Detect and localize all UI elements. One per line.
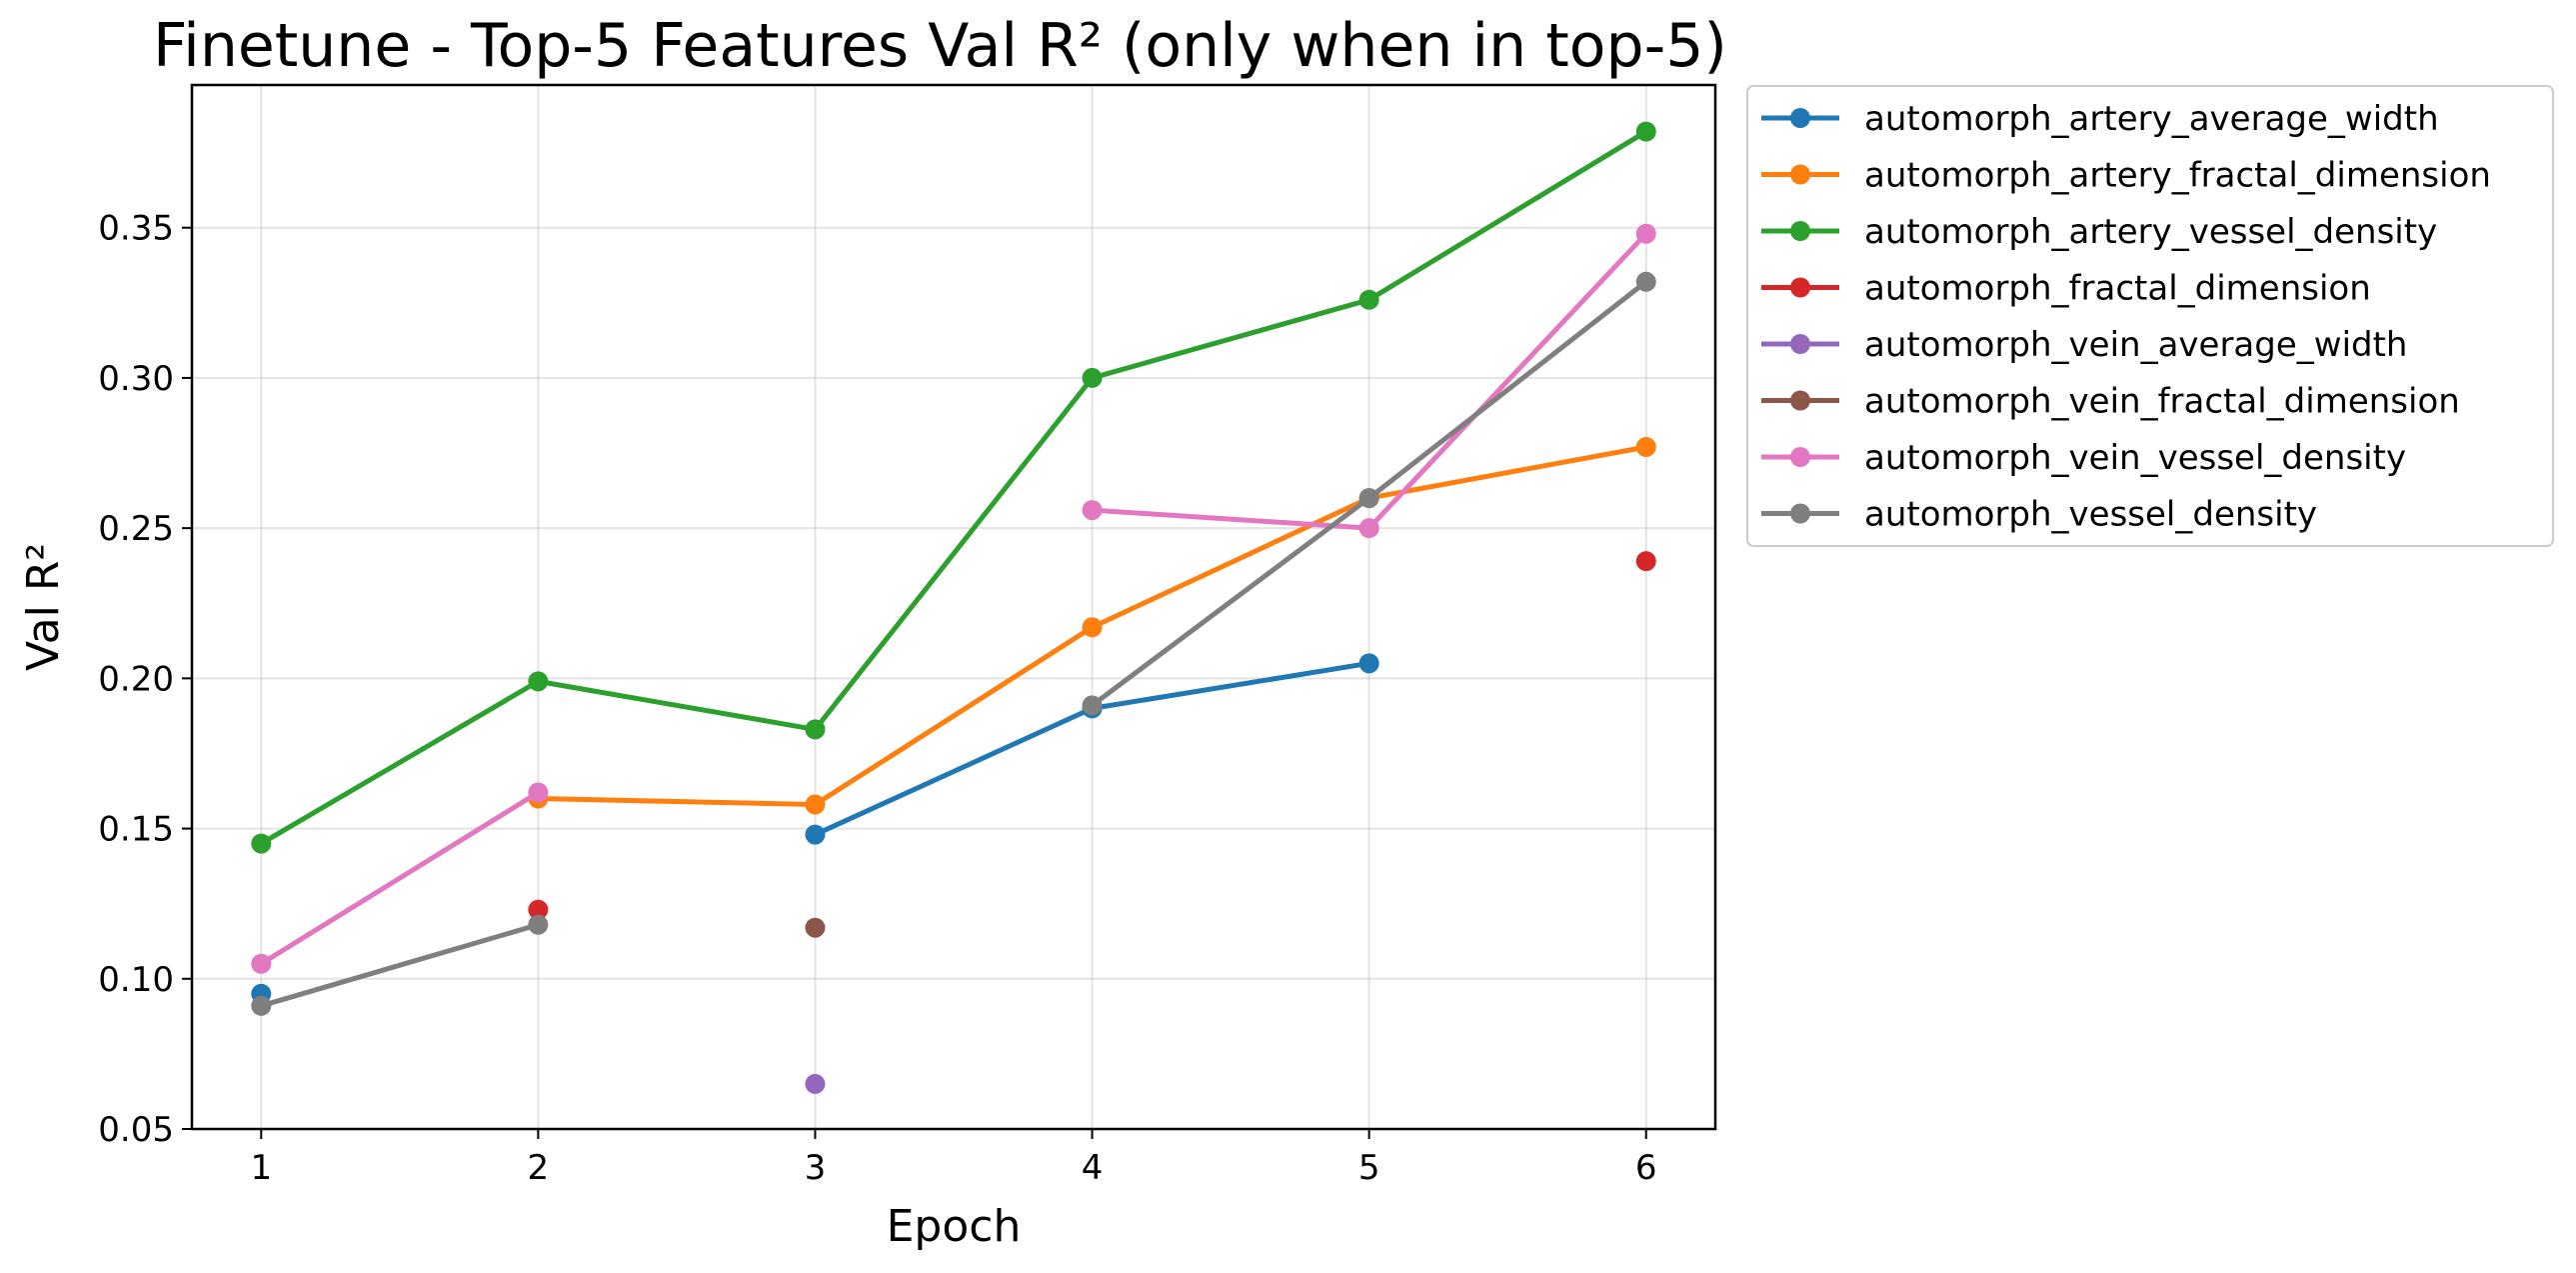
- series-line-segment: [258, 678, 541, 847]
- series-line-segment: [535, 678, 818, 732]
- legend-label: automorph_vessel_density: [1864, 495, 2317, 535]
- legend-entry: automorph_fractal_dimension: [1761, 269, 2371, 309]
- y-axis-title: Val R²: [18, 543, 69, 671]
- data-point: [1635, 271, 1656, 292]
- data-point: [805, 1073, 826, 1094]
- grid: [192, 85, 1715, 1130]
- series-line-segment: [1090, 660, 1372, 711]
- legend-box: [1746, 85, 2554, 547]
- series-line-segment: [1366, 129, 1649, 303]
- y-tick-label: 0.35: [98, 209, 174, 249]
- series-line-segment: [258, 790, 541, 967]
- y-tick-label: 0.10: [98, 960, 174, 1000]
- data-point: [528, 782, 549, 803]
- series-automorph_fractal_dimension: [528, 551, 1656, 920]
- data-point: [1358, 488, 1379, 509]
- legend-entry: automorph_artery_fractal_dimension: [1761, 156, 2491, 196]
- legend-marker: [1790, 334, 1810, 354]
- chart-title: Finetune - Top-5 Features Val R² (only w…: [153, 11, 1727, 81]
- data-point: [1358, 289, 1379, 310]
- y-tick-label: 0.15: [98, 810, 174, 850]
- series-line-segment: [1090, 297, 1372, 381]
- legend-marker: [1790, 277, 1810, 298]
- legend-label: automorph_artery_vessel_density: [1864, 212, 2437, 252]
- series-line-segment: [258, 922, 541, 1009]
- legend-label: automorph_vein_fractal_dimension: [1864, 382, 2460, 422]
- data-point: [805, 824, 826, 845]
- series-automorph_vein_fractal_dimension: [805, 917, 826, 938]
- x-tick-label: 1: [250, 1148, 272, 1188]
- legend-entry: automorph_vein_fractal_dimension: [1761, 382, 2460, 422]
- y-tick-label: 0.30: [98, 359, 174, 399]
- legend-entry: automorph_vessel_density: [1761, 495, 2317, 535]
- data-point: [528, 914, 549, 935]
- legend-marker: [1790, 447, 1810, 467]
- data-point: [1635, 437, 1656, 458]
- series-line-segment: [1090, 507, 1372, 531]
- y-tick-label: 0.05: [98, 1110, 174, 1150]
- legend-label: automorph_artery_fractal_dimension: [1864, 156, 2491, 196]
- data-point: [251, 953, 272, 974]
- data-point: [251, 833, 272, 854]
- x-tick-label: 4: [1082, 1148, 1104, 1188]
- legend-entry: automorph_artery_average_width: [1761, 99, 2439, 139]
- series-line-segment: [812, 624, 1096, 808]
- legend-label: automorph_fractal_dimension: [1864, 269, 2371, 309]
- series-line-segment: [1366, 279, 1649, 501]
- legend-label: automorph_vein_average_width: [1864, 325, 2408, 365]
- data-point: [528, 671, 549, 692]
- legend-marker: [1790, 108, 1810, 128]
- series-automorph_vessel_density: [251, 271, 1656, 1016]
- data-point: [1635, 223, 1656, 244]
- series-automorph_artery_fractal_dimension: [528, 437, 1656, 815]
- series-automorph_artery_vessel_density: [251, 121, 1656, 854]
- legend-entry: automorph_artery_vessel_density: [1761, 212, 2437, 252]
- legend-entry: automorph_vein_average_width: [1761, 325, 2408, 365]
- series-line-segment: [812, 705, 1096, 838]
- series-line-segment: [812, 375, 1096, 732]
- data-point: [1082, 500, 1103, 521]
- data-point: [1358, 653, 1379, 674]
- series-layer: [251, 121, 1656, 1094]
- legend-marker: [1790, 164, 1810, 185]
- legend: automorph_artery_average_width automorph_…: [1746, 85, 2554, 547]
- x-tick-label: 3: [805, 1148, 827, 1188]
- ticks: 1 2 3 4 5 6 0.05 0.10 0.15 0.20 0.25 0.30 0.35: [98, 209, 1656, 1188]
- legend-marker: [1790, 503, 1810, 524]
- data-point: [1082, 695, 1103, 716]
- legend-entry: automorph_vein_vessel_density: [1761, 438, 2406, 478]
- y-tick-label: 0.20: [98, 659, 174, 699]
- data-point: [1358, 518, 1379, 539]
- data-point: [805, 719, 826, 740]
- data-point: [1082, 367, 1103, 388]
- series-automorph_vein_average_width: [805, 1073, 826, 1094]
- plot-frame: [190, 83, 1717, 1131]
- legend-marker: [1790, 390, 1810, 411]
- series-automorph_vein_vessel_density: [251, 223, 1656, 974]
- series-line-segment: [1366, 444, 1649, 501]
- series-line-segment: [1366, 231, 1649, 531]
- x-axis-title: Epoch: [887, 1201, 1022, 1252]
- x-tick-label: 2: [528, 1148, 550, 1188]
- data-point: [1635, 121, 1656, 142]
- data-point: [251, 995, 272, 1016]
- legend-label: automorph_artery_average_width: [1864, 99, 2439, 139]
- x-tick-label: 6: [1635, 1148, 1657, 1188]
- series-line-segment: [1090, 495, 1372, 630]
- x-tick-label: 5: [1358, 1148, 1380, 1188]
- data-point: [528, 899, 549, 920]
- legend-label: automorph_vein_vessel_density: [1864, 438, 2406, 478]
- y-tick-label: 0.25: [98, 509, 174, 549]
- data-point: [1635, 551, 1656, 572]
- data-point: [805, 917, 826, 938]
- series-line-segment: [535, 796, 818, 808]
- data-point: [1082, 617, 1103, 638]
- data-point: [805, 794, 826, 815]
- legend-marker: [1790, 221, 1810, 241]
- series-line-segment: [1090, 495, 1372, 708]
